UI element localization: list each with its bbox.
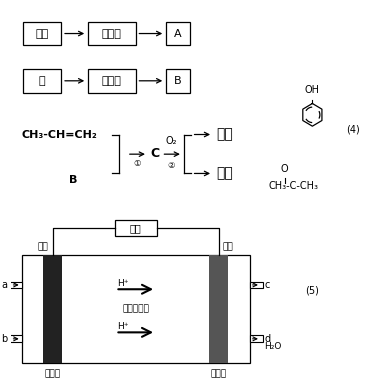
Bar	[43, 255, 62, 363]
Text: 电极: 电极	[38, 242, 49, 251]
Bar	[166, 22, 190, 45]
Text: O: O	[281, 164, 288, 174]
Text: d: d	[264, 334, 271, 344]
Bar	[22, 22, 61, 45]
Text: A: A	[174, 29, 182, 39]
Bar	[114, 220, 157, 236]
Bar	[88, 22, 136, 45]
Text: a: a	[1, 280, 7, 290]
Text: 质子交换膜: 质子交换膜	[122, 304, 149, 313]
Bar	[250, 282, 263, 288]
Text: 扩散层: 扩散层	[211, 369, 227, 378]
Bar	[88, 69, 136, 92]
Bar	[22, 255, 250, 363]
Text: H⁺: H⁺	[117, 279, 129, 288]
Text: H⁺: H⁺	[117, 322, 129, 331]
Text: CH₃-CH=CH₂: CH₃-CH=CH₂	[22, 130, 97, 140]
Text: b: b	[1, 334, 7, 344]
Bar	[166, 69, 190, 92]
Text: (4): (4)	[346, 125, 360, 135]
Text: 苯酚: 苯酚	[216, 128, 233, 141]
Text: 电极: 电极	[223, 242, 233, 251]
Text: B: B	[69, 175, 78, 185]
Text: c: c	[264, 280, 270, 290]
Text: H₂O: H₂O	[264, 342, 282, 351]
Text: ①: ①	[133, 159, 141, 168]
Text: O₂: O₂	[166, 136, 177, 146]
Text: CH₃-C-CH₃: CH₃-C-CH₃	[268, 181, 318, 191]
Bar	[9, 282, 22, 288]
Bar	[9, 335, 22, 342]
Bar	[209, 255, 228, 363]
Text: 丙酮: 丙酮	[216, 167, 233, 180]
Text: 负载: 负载	[130, 223, 142, 233]
Text: 石蜡油: 石蜡油	[102, 29, 122, 39]
Text: 石油: 石油	[35, 29, 49, 39]
Bar	[250, 335, 263, 342]
Text: 扩散层: 扩散层	[44, 369, 60, 378]
Text: ②: ②	[168, 161, 175, 170]
Text: 煤焦油: 煤焦油	[102, 76, 122, 86]
Text: B: B	[174, 76, 182, 86]
Text: (5): (5)	[306, 286, 319, 296]
Text: C: C	[150, 147, 160, 160]
Text: 煤: 煤	[38, 76, 45, 86]
Bar	[22, 69, 61, 92]
Text: OH: OH	[305, 85, 320, 95]
